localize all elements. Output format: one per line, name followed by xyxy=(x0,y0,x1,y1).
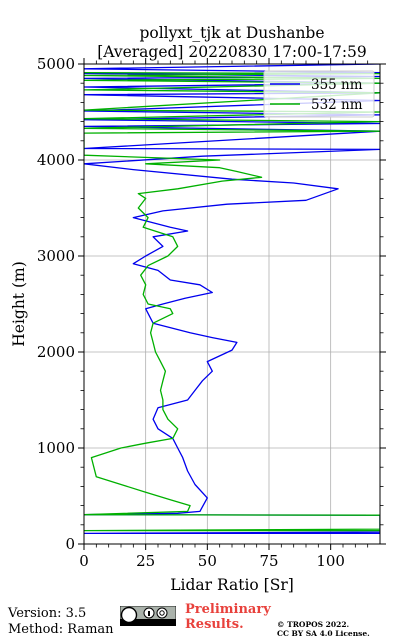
y-tick-label: 1000 xyxy=(37,439,75,457)
legend-box xyxy=(263,70,375,118)
y-tick-label: 4000 xyxy=(37,151,75,169)
chart-subtitle: [Averaged] 20220830 17:00-17:59 xyxy=(97,43,367,61)
license-line: CC BY SA 4.0 License. xyxy=(277,629,370,638)
series-line-355-nm xyxy=(84,64,380,535)
grid-lines xyxy=(83,63,380,545)
x-tick-label: 50 xyxy=(198,552,217,570)
x-axis-label: Lidar Ratio [Sr] xyxy=(170,576,294,594)
x-tick-label: 100 xyxy=(316,552,345,570)
y-tick-label: 0 xyxy=(65,535,75,553)
x-tick-label: 25 xyxy=(136,552,155,570)
x-tick-label: 75 xyxy=(259,552,278,570)
legend-label: 532 nm xyxy=(311,97,363,113)
legend-label: 355 nm xyxy=(311,77,363,93)
chart-title: pollyxt_tjk at Dushanbe xyxy=(139,24,324,42)
copyright-notice: © TROPOS 2022. CC BY SA 4.0 License. xyxy=(277,620,397,638)
plot-frame xyxy=(83,63,381,545)
y-tick-label: 5000 xyxy=(37,55,75,73)
y-tick-label: 3000 xyxy=(37,247,75,265)
legend: 355 nm 532 nm xyxy=(263,70,375,118)
cc-by-sa-logo xyxy=(120,606,176,626)
series-line-532-nm xyxy=(84,71,380,532)
x-tick-label: 0 xyxy=(79,552,89,570)
series-lines xyxy=(84,64,380,535)
preliminary-notice: Preliminary Results. xyxy=(185,602,271,632)
copyright-line: © TROPOS 2022. xyxy=(277,620,350,629)
y-tick-label: 2000 xyxy=(37,343,75,361)
y-axis-label: Height (m) xyxy=(10,261,28,347)
version-text: Version: 3.5 xyxy=(8,606,87,621)
method-text: Method: Raman xyxy=(8,622,114,637)
